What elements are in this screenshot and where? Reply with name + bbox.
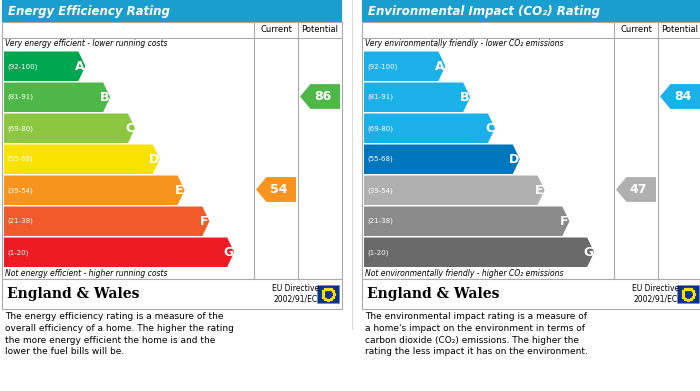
Polygon shape [4,176,185,205]
Polygon shape [364,145,520,174]
Text: 84: 84 [674,90,692,103]
Text: C: C [125,122,134,135]
Text: 54: 54 [270,183,288,196]
Text: Potential: Potential [302,25,339,34]
Text: England & Wales: England & Wales [7,287,139,301]
Text: EU Directive
2002/91/EC: EU Directive 2002/91/EC [632,284,680,304]
Text: (39-54): (39-54) [7,187,33,194]
Text: 86: 86 [314,90,331,103]
Polygon shape [364,113,495,143]
Polygon shape [4,206,209,236]
Text: The energy efficiency rating is a measure of the
overall efficiency of a home. T: The energy efficiency rating is a measur… [5,312,234,357]
Text: Very environmentally friendly - lower CO₂ emissions: Very environmentally friendly - lower CO… [365,39,564,48]
Text: G: G [583,246,593,259]
Polygon shape [364,52,445,81]
Bar [362,279,700,309]
Text: (69-80): (69-80) [7,125,33,131]
Polygon shape [4,52,85,81]
Bar [2,279,342,309]
Text: (81-91): (81-91) [7,94,33,100]
Polygon shape [660,84,700,109]
Text: F: F [560,215,568,228]
Bar [2,22,342,279]
Text: Current: Current [260,25,292,34]
Text: Current: Current [620,25,652,34]
Text: B: B [99,91,109,104]
Polygon shape [4,83,110,112]
Text: (21-38): (21-38) [367,218,393,224]
Text: (1-20): (1-20) [367,249,389,255]
Polygon shape [300,84,340,109]
Text: (55-68): (55-68) [7,156,33,163]
Bar [677,285,699,303]
Polygon shape [4,113,135,143]
Text: The environmental impact rating is a measure of
a home's impact on the environme: The environmental impact rating is a mea… [365,312,588,357]
Text: 47: 47 [630,183,648,196]
Polygon shape [364,237,594,267]
Polygon shape [4,145,160,174]
Bar [362,22,700,279]
Text: D: D [148,153,159,166]
Text: (92-100): (92-100) [367,63,398,70]
Bar [2,0,342,22]
Text: E: E [175,184,183,197]
Text: Not energy efficient - higher running costs: Not energy efficient - higher running co… [5,269,167,278]
Polygon shape [616,177,656,202]
Text: Potential: Potential [662,25,699,34]
Bar [317,285,339,303]
Text: B: B [460,91,469,104]
Text: G: G [223,246,233,259]
Text: (81-91): (81-91) [367,94,393,100]
Polygon shape [256,177,296,202]
Text: England & Wales: England & Wales [367,287,500,301]
Text: (21-38): (21-38) [7,218,33,224]
Text: D: D [508,153,519,166]
Text: C: C [485,122,494,135]
Text: E: E [535,184,544,197]
Text: EU Directive
2002/91/EC: EU Directive 2002/91/EC [272,284,320,304]
Bar [362,0,700,22]
Polygon shape [364,176,545,205]
Text: A: A [75,60,85,73]
Polygon shape [364,83,470,112]
Text: (55-68): (55-68) [367,156,393,163]
Text: (39-54): (39-54) [367,187,393,194]
Text: Not environmentally friendly - higher CO₂ emissions: Not environmentally friendly - higher CO… [365,269,564,278]
Text: (92-100): (92-100) [7,63,37,70]
Text: (69-80): (69-80) [367,125,393,131]
Polygon shape [4,237,234,267]
Text: F: F [200,215,209,228]
Text: A: A [435,60,444,73]
Polygon shape [364,206,569,236]
Text: Energy Efficiency Rating: Energy Efficiency Rating [8,5,170,18]
Text: Very energy efficient - lower running costs: Very energy efficient - lower running co… [5,39,167,48]
Text: Environmental Impact (CO₂) Rating: Environmental Impact (CO₂) Rating [368,5,600,18]
Text: (1-20): (1-20) [7,249,29,255]
